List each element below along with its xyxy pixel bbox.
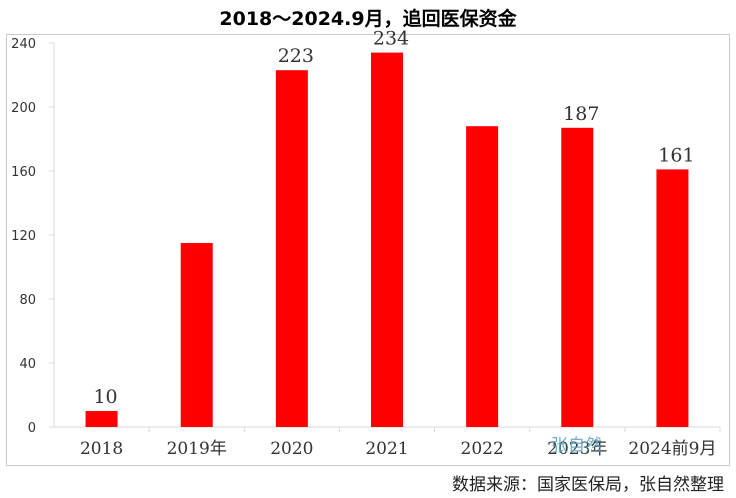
chart-frame — [6, 34, 730, 466]
bar — [85, 411, 118, 427]
y-tick-label: 160 — [11, 165, 36, 180]
x-tick-label: 2023年 — [547, 439, 607, 459]
data-label: 10 — [93, 386, 117, 408]
bar — [180, 243, 213, 427]
x-tick-label: 2020 — [270, 439, 313, 459]
data-label: 234 — [373, 28, 409, 50]
y-tick-label: 40 — [19, 357, 36, 372]
bar — [656, 169, 689, 427]
chart-title: 2018～2024.9月，追回医保资金 — [219, 8, 517, 30]
y-tick-label: 0 — [28, 421, 36, 436]
y-tick-label: 120 — [11, 229, 36, 244]
data-label: 187 — [563, 103, 599, 125]
bar — [561, 127, 594, 428]
x-tick-label: 2019年 — [167, 439, 227, 459]
source-note: 数据来源：国家医保局，张自然整理 — [452, 475, 724, 495]
x-tick-label: 2024前9月 — [628, 439, 716, 459]
watermark: 张自然 — [551, 436, 602, 456]
bar — [466, 126, 499, 427]
x-tick-label: 2018 — [80, 439, 123, 459]
data-label: 223 — [278, 45, 314, 67]
x-tick-label: 2021 — [365, 439, 408, 459]
bar — [275, 70, 308, 427]
x-tick-label: 2022 — [461, 439, 504, 459]
y-tick-label: 200 — [11, 101, 36, 116]
y-tick-label: 80 — [19, 293, 36, 308]
bar — [371, 52, 403, 427]
y-tick-label: 240 — [11, 37, 36, 52]
data-label: 161 — [658, 144, 694, 166]
